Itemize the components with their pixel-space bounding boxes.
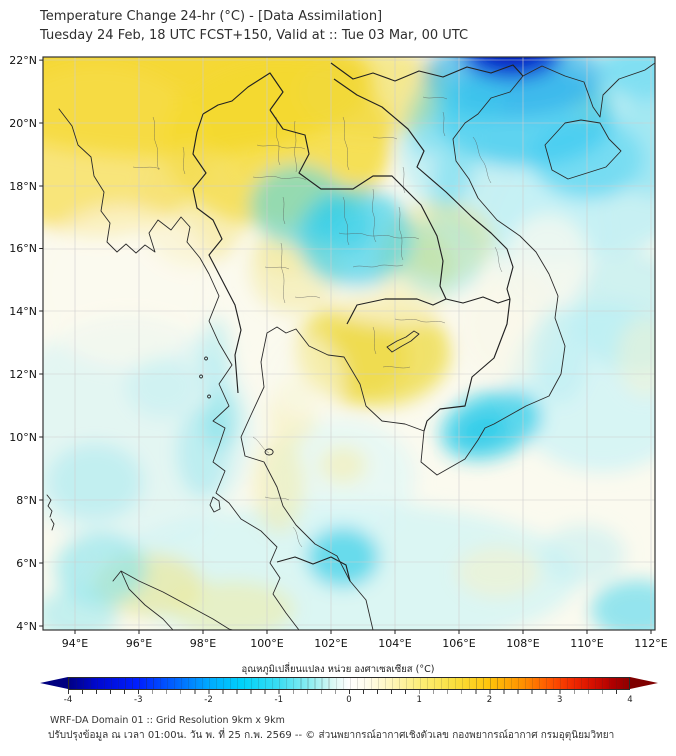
colorbar: อุณหภูมิเปลี่ยนแปลง หน่วย องศาเซลเซียส (…: [28, 662, 658, 710]
map-frame: [42, 56, 656, 631]
coastlines: [46, 62, 655, 630]
colorbar-tick: 3: [557, 695, 563, 705]
lon-label: 110°E: [570, 637, 603, 650]
lon-label: 104°E: [378, 637, 411, 650]
lat-label: 4°N: [16, 620, 37, 633]
lon-label: 98°E: [190, 637, 216, 650]
map-title: Temperature Change 24-hr (°C) - [Data As…: [40, 9, 383, 24]
colorbar-label: อุณหภูมิเปลี่ยนแปลง หน่วย องศาเซลเซียส (…: [241, 664, 435, 675]
map-canvas: 22°N 20°N 18°N 16°N 14°N 12°N 10°N 8°N 6…: [9, 54, 668, 650]
footer-domain-info: WRF-DA Domain 01 :: Grid Resolution 9km …: [50, 715, 285, 726]
colorbar-tick-marks: [68, 690, 630, 694]
lat-label: 16°N: [9, 242, 37, 255]
lat-axis-labels: 22°N 20°N 18°N 16°N 14°N 12°N 10°N 8°N 6…: [9, 54, 37, 633]
colorbar-tick: 4: [627, 695, 633, 705]
map-overlays: [43, 57, 655, 630]
lat-label: 20°N: [9, 117, 37, 130]
colorbar-tick: 2: [486, 695, 493, 705]
lon-label: 108°E: [506, 637, 539, 650]
lat-label: 12°N: [9, 368, 37, 381]
title-block: Temperature Change 24-hr (°C) - [Data As…: [40, 7, 468, 45]
colorbar-tick: -3: [134, 695, 143, 705]
colorbar-tick: -1: [274, 695, 283, 705]
colorbar-gradient: [68, 677, 630, 690]
footer-update-info: ปรับปรุงข้อมูล ณ เวลา 01:00น. วัน พ. ที่…: [48, 730, 615, 741]
lon-label: 102°E: [314, 637, 347, 650]
colorbar-tick: 1: [416, 695, 422, 705]
lat-label: 8°N: [16, 494, 37, 507]
colorbar-tick: 0: [346, 695, 352, 705]
colorbar-segment-separators: [69, 678, 629, 689]
lon-tick-marks: [74, 630, 652, 634]
lon-label: 94°E: [62, 637, 88, 650]
temperature-field: [43, 57, 655, 630]
lon-label: 96°E: [126, 637, 152, 650]
province-boundaries: [132, 96, 503, 548]
lat-tick-marks: [39, 59, 43, 627]
lat-label: 6°N: [16, 557, 37, 570]
colorbar-min-arrow: [40, 677, 68, 689]
colorbar-tick: -2: [204, 695, 213, 705]
lon-axis-labels: 94°E 96°E 98°E 100°E 102°E 104°E 106°E 1…: [62, 637, 668, 650]
lat-label: 18°N: [9, 180, 37, 193]
country-borders: [192, 62, 524, 582]
lon-label: 100°E: [250, 637, 283, 650]
graticule-gridlines: [43, 57, 655, 630]
lon-label: 106°E: [442, 637, 475, 650]
colorbar-max-arrow: [630, 677, 658, 689]
lat-label: 10°N: [9, 431, 37, 444]
lat-label: 22°N: [9, 54, 37, 67]
lon-label: 112°E: [634, 637, 667, 650]
lat-label: 14°N: [9, 305, 37, 318]
map-subtitle: Tuesday 24 Feb, 18 UTC FCST+150, Valid a…: [40, 28, 469, 43]
colorbar-tick: -4: [63, 695, 73, 705]
footer: WRF-DA Domain 01 :: Grid Resolution 9km …: [48, 714, 615, 743]
